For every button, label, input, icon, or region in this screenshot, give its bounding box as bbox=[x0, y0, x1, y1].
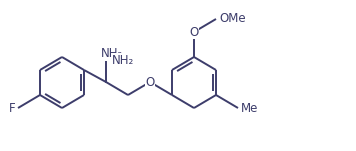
Text: NH₂: NH₂ bbox=[112, 53, 134, 66]
Text: F: F bbox=[9, 101, 16, 114]
Text: Me: Me bbox=[241, 101, 258, 114]
Text: O: O bbox=[189, 26, 199, 39]
Text: O: O bbox=[145, 76, 155, 88]
Text: NH₂: NH₂ bbox=[101, 47, 123, 60]
Text: OMe: OMe bbox=[219, 13, 246, 26]
